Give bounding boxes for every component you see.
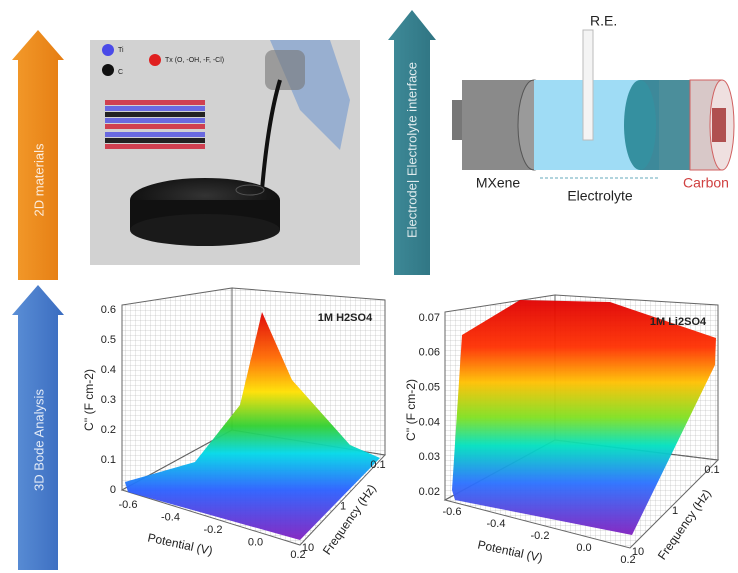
- cell-label: R.E.: [590, 13, 617, 29]
- y-tick-label: 1: [672, 505, 678, 517]
- z-axis-label: C'' (F cm-2): [82, 369, 96, 431]
- y-tick-label: 0.1: [704, 464, 719, 476]
- arrow-label: 2D materials: [31, 143, 46, 216]
- x-tick-label: 0.0: [248, 536, 263, 548]
- figure: 2D materials 3D Bode Analysis Ti C Tx (O…: [0, 0, 738, 573]
- legend-text: C: [118, 69, 123, 76]
- z-tick-label: 0.2: [101, 424, 116, 436]
- z-tick-label: 0.03: [419, 451, 440, 463]
- y-tick-label: 0.1: [370, 459, 385, 471]
- z-tick-label: 0.02: [419, 486, 440, 498]
- legend-text: Ti: [118, 47, 124, 54]
- z-tick-label: 0: [110, 484, 116, 496]
- plot-tag: 1M H2SO4: [318, 312, 373, 324]
- cell-diagram: [452, 30, 734, 178]
- z-axis-label: C'' (F cm-2): [404, 379, 418, 441]
- z-tick-label: 0.04: [419, 416, 440, 428]
- x-tick-label: 0.0: [576, 542, 591, 554]
- z-tick-label: 0.5: [101, 334, 116, 346]
- z-tick-label: 0.4: [101, 364, 116, 376]
- x-tick-label: -0.2: [531, 530, 550, 542]
- z-tick-label: 0.3: [101, 394, 116, 406]
- z-tick-label: 0.6: [101, 304, 116, 316]
- photo: [90, 40, 360, 265]
- z-tick-label: 0.1: [101, 454, 116, 466]
- x-tick-label: -0.6: [443, 506, 462, 518]
- arrow-label: Electrode| Electrolyte interface: [404, 62, 419, 238]
- z-tick-label: 0.06: [419, 347, 440, 359]
- x-tick-label: -0.6: [119, 499, 138, 511]
- y-tick-label: 10: [302, 542, 314, 554]
- cell-label: Carbon: [683, 175, 729, 191]
- y-tick-label: 10: [632, 546, 644, 558]
- y-tick-label: 1: [340, 500, 346, 512]
- legend-text: Tx (O, -OH, -F, -Cl): [165, 57, 224, 64]
- z-tick-label: 0.05: [419, 382, 440, 394]
- cell-label: MXene: [476, 175, 521, 191]
- x-tick-label: -0.4: [487, 518, 506, 530]
- z-tick-label: 0.07: [419, 312, 440, 324]
- plot-tag: 1M Li2SO4: [650, 316, 707, 328]
- cell-label: Electrolyte: [567, 188, 633, 204]
- arrow-label: 3D Bode Analysis: [31, 389, 46, 491]
- x-tick-label: -0.4: [161, 511, 180, 523]
- x-tick-label: -0.2: [204, 524, 223, 536]
